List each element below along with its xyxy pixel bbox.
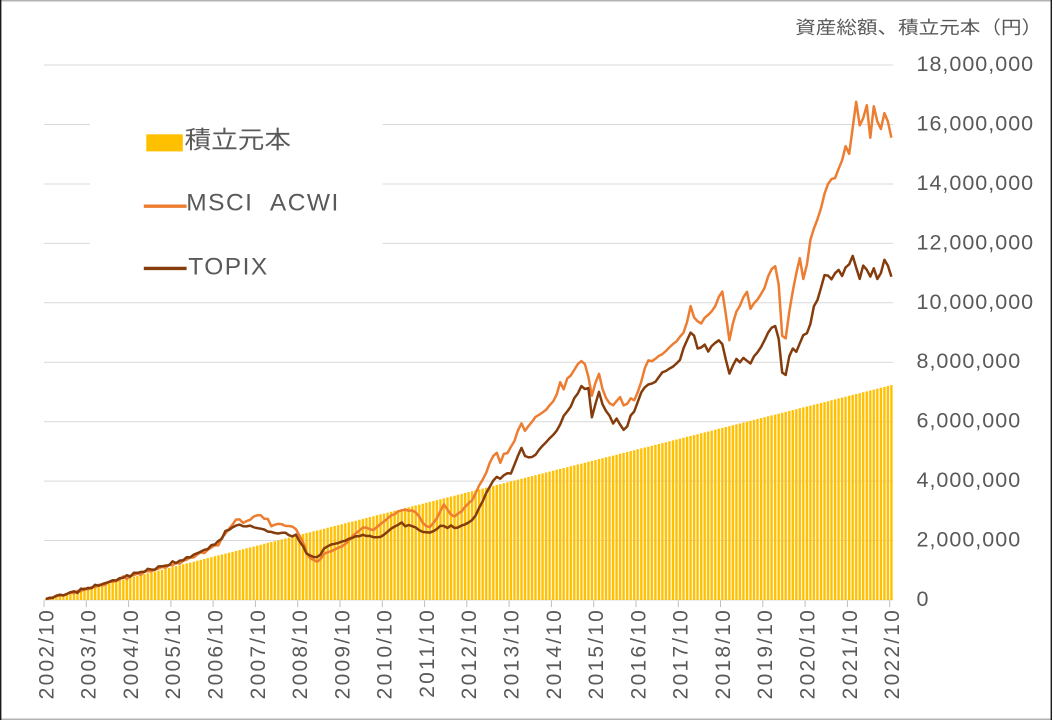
svg-text:2007/10: 2007/10 [247, 608, 270, 699]
svg-text:2021/10: 2021/10 [839, 608, 862, 699]
svg-text:2002/10: 2002/10 [35, 608, 58, 699]
svg-text:18,000,000: 18,000,000 [917, 52, 1035, 76]
svg-text:2017/10: 2017/10 [670, 608, 693, 699]
svg-text:2011/10: 2011/10 [416, 608, 439, 698]
svg-text:2019/10: 2019/10 [754, 608, 777, 699]
svg-text:2016/10: 2016/10 [627, 608, 650, 699]
svg-text:2009/10: 2009/10 [331, 608, 354, 699]
svg-text:8,000,000: 8,000,000 [917, 349, 1022, 373]
svg-text:2006/10: 2006/10 [205, 608, 228, 699]
svg-text:2004/10: 2004/10 [120, 608, 143, 699]
svg-text:MSCI ACWI: MSCI ACWI [186, 189, 340, 216]
svg-text:4,000,000: 4,000,000 [917, 468, 1022, 492]
svg-text:TOPIX: TOPIX [188, 254, 269, 281]
svg-text:2008/10: 2008/10 [289, 608, 312, 699]
svg-text:2005/10: 2005/10 [162, 608, 185, 699]
svg-text:2018/10: 2018/10 [712, 608, 735, 699]
svg-text:16,000,000: 16,000,000 [917, 112, 1035, 136]
svg-text:2022/10: 2022/10 [881, 608, 904, 699]
svg-text:2,000,000: 2,000,000 [917, 528, 1022, 552]
svg-text:10,000,000: 10,000,000 [917, 290, 1035, 314]
svg-text:6,000,000: 6,000,000 [917, 409, 1022, 433]
svg-text:12,000,000: 12,000,000 [917, 230, 1035, 254]
svg-text:0: 0 [917, 587, 930, 611]
svg-text:2010/10: 2010/10 [374, 608, 397, 699]
svg-text:14,000,000: 14,000,000 [917, 171, 1035, 195]
svg-text:2013/10: 2013/10 [501, 608, 524, 699]
svg-text:2014/10: 2014/10 [543, 608, 566, 699]
svg-text:2003/10: 2003/10 [78, 608, 101, 699]
svg-text:2015/10: 2015/10 [585, 608, 608, 699]
svg-text:2012/10: 2012/10 [458, 608, 481, 699]
svg-text:2020/10: 2020/10 [797, 608, 820, 699]
